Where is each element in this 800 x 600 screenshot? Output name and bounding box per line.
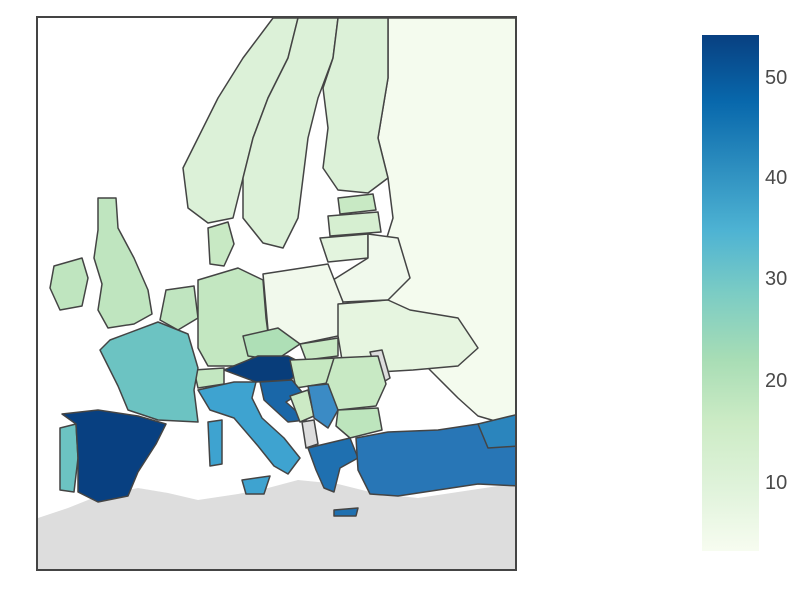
region-finland[interactable] — [322, 18, 389, 194]
region-caucasus[interactable] — [477, 414, 517, 449]
region-sicily[interactable] — [241, 475, 271, 495]
region-serbia[interactable] — [307, 383, 339, 429]
region-bulgaria[interactable] — [335, 407, 383, 439]
choropleth-map[interactable] — [36, 16, 517, 571]
colorbar-tick-label: 40 — [765, 167, 788, 189]
region-estonia[interactable] — [337, 193, 377, 215]
region-lithuania[interactable] — [319, 233, 369, 263]
region-north-africa — [38, 480, 515, 569]
region-france[interactable] — [99, 321, 199, 423]
colorbar — [702, 35, 759, 551]
colorbar-tick-label: 50 — [765, 67, 788, 89]
region-ireland[interactable] — [49, 257, 89, 311]
region-latvia[interactable] — [327, 211, 382, 237]
region-crete[interactable] — [333, 507, 359, 517]
colorbar-tick-label: 20 — [765, 370, 788, 392]
region-spain[interactable] — [61, 409, 167, 503]
region-portugal[interactable] — [59, 423, 79, 493]
region-greece[interactable] — [307, 437, 359, 493]
region-denmark[interactable] — [207, 221, 235, 267]
region-benelux[interactable] — [159, 285, 199, 331]
colorbar-tick-label: 30 — [765, 268, 788, 290]
region-italy[interactable] — [197, 381, 301, 475]
region-sardinia[interactable] — [207, 419, 223, 467]
region-albania — [301, 419, 319, 449]
region-united-kingdom[interactable] — [93, 197, 153, 329]
region-turkey[interactable] — [355, 421, 517, 497]
region-slovakia[interactable] — [299, 337, 339, 361]
region-czechia[interactable] — [242, 327, 301, 361]
region-belarus[interactable] — [332, 233, 411, 303]
map-canvas — [38, 18, 517, 569]
colorbar-tick-label: 10 — [765, 472, 788, 494]
